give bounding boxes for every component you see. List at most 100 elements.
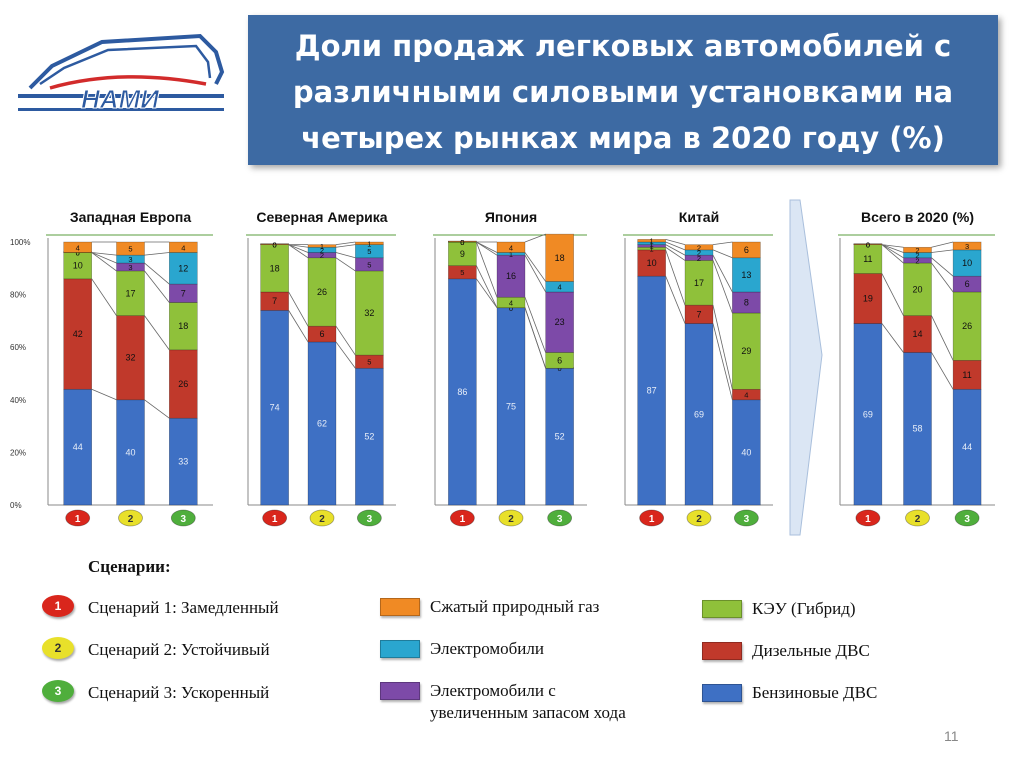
scenario-badge (686, 509, 712, 527)
bar-segment-gasoline (355, 367, 384, 506)
bar-segment-gasoline (545, 367, 574, 506)
connector-line (288, 291, 309, 327)
data-label: 5 (367, 260, 371, 269)
scenario-badge-number: 2 (128, 514, 134, 525)
legend-gasoline: Бензиновые ДВС (702, 682, 877, 704)
bar-segment-hybrid (63, 252, 93, 280)
data-label: 19 (863, 294, 873, 304)
data-label: 2 (697, 249, 701, 258)
scenario-badge (170, 509, 196, 527)
bar-segment-hybrid (903, 262, 932, 316)
connector-line (91, 252, 117, 272)
ev-swatch (380, 640, 420, 658)
data-label: 0 (76, 249, 80, 258)
data-label: 10 (73, 261, 83, 271)
panel-title: Всего в 2020 (%) (861, 209, 974, 225)
scenario-badge (65, 509, 91, 527)
arrow-shape (789, 199, 823, 536)
data-label: 3 (128, 263, 132, 272)
data-label: 1 (509, 250, 513, 259)
data-label: 5 (128, 245, 132, 254)
connector-line (712, 249, 733, 259)
data-label: 6 (557, 355, 562, 365)
bar-segment-erev (307, 252, 337, 259)
legend-heading: Сценарии: (88, 557, 171, 576)
bar-segment-gasoline (732, 399, 761, 506)
data-label: 12 (178, 263, 188, 273)
scenario-badge (262, 509, 288, 527)
connector-line (712, 241, 733, 246)
data-label: 4 (76, 243, 80, 252)
connector-line (712, 254, 733, 293)
bar-segment-cng (684, 244, 714, 251)
data-label: 20 (912, 284, 922, 294)
data-label: 0 (273, 241, 277, 250)
bar-segment-cng (545, 233, 574, 282)
connector-line (524, 252, 546, 282)
data-label: 6 (965, 279, 970, 289)
data-label: 5 (460, 268, 464, 277)
bar-segment-diesel (169, 349, 198, 419)
scenario-badge-number: 2 (915, 514, 921, 525)
legend-diesel-label: Дизельные ДВС (752, 641, 870, 660)
bar-segment-gasoline (260, 310, 289, 506)
data-label: 32 (364, 308, 374, 318)
data-label: 10 (962, 258, 972, 268)
scenario-badge (639, 509, 665, 527)
data-label: 62 (317, 418, 327, 428)
bar-segment-gasoline (853, 323, 883, 506)
data-label: 10 (647, 258, 657, 268)
connector-line (144, 262, 170, 285)
connector-line (144, 315, 170, 351)
connector-line (881, 244, 904, 248)
data-label: 33 (178, 457, 188, 467)
connector-line (665, 276, 686, 324)
connector-line (881, 244, 904, 264)
data-label: 0 (460, 238, 464, 247)
connector-line (144, 399, 170, 419)
data-label: 32 (125, 353, 135, 363)
connector-line (931, 257, 954, 277)
scenario-badge-number: 1 (272, 514, 278, 525)
data-label: 3 (128, 255, 132, 264)
data-label: 74 (270, 403, 280, 413)
connector-line (288, 244, 309, 248)
legend-erev-label-1: Электромобили с (430, 681, 556, 700)
scenario-badge-number: 3 (964, 514, 970, 525)
data-label: 1 (367, 239, 371, 248)
connector-line (91, 388, 117, 401)
scenario-badge-number: 1 (649, 514, 655, 525)
bar-segment-cng (637, 239, 666, 243)
bar-segment-cng (116, 241, 145, 256)
data-label: 11 (962, 370, 971, 380)
connector-line (335, 341, 356, 369)
bar-segment-erev (496, 254, 526, 298)
data-label: 2 (915, 246, 919, 255)
erev-swatch (380, 682, 420, 700)
connector-line (665, 241, 686, 251)
data-label: 86 (457, 387, 467, 397)
scenario-3-badge: 3 (42, 680, 74, 702)
bar-segment-gasoline (307, 341, 337, 506)
legend-ev-label: Электромобили (430, 639, 544, 658)
data-label: 42 (73, 329, 83, 339)
bar-segment-hybrid (952, 291, 982, 361)
legend-hybrid-label: КЭУ (Гибрид) (752, 599, 856, 618)
scenario-badge (498, 509, 524, 527)
data-label: 1 (320, 242, 324, 251)
y-tick-label: 40% (10, 396, 26, 405)
data-label: 69 (863, 409, 873, 419)
bar-segment-diesel (63, 278, 93, 390)
data-label: 14 (912, 329, 922, 339)
connector-line (881, 273, 904, 316)
legend-cng-label: Сжатый природный газ (430, 597, 600, 616)
connector-line (476, 241, 498, 253)
connector-line (712, 305, 733, 390)
data-label: 2 (697, 254, 701, 263)
data-label: 13 (741, 270, 751, 280)
data-label: 17 (125, 288, 135, 298)
data-label: 6 (744, 245, 749, 255)
data-label: 17 (694, 278, 704, 288)
scenario-2-legend: 2 Сценарий 2: Устойчивый (42, 637, 270, 660)
data-label: 52 (555, 432, 565, 442)
